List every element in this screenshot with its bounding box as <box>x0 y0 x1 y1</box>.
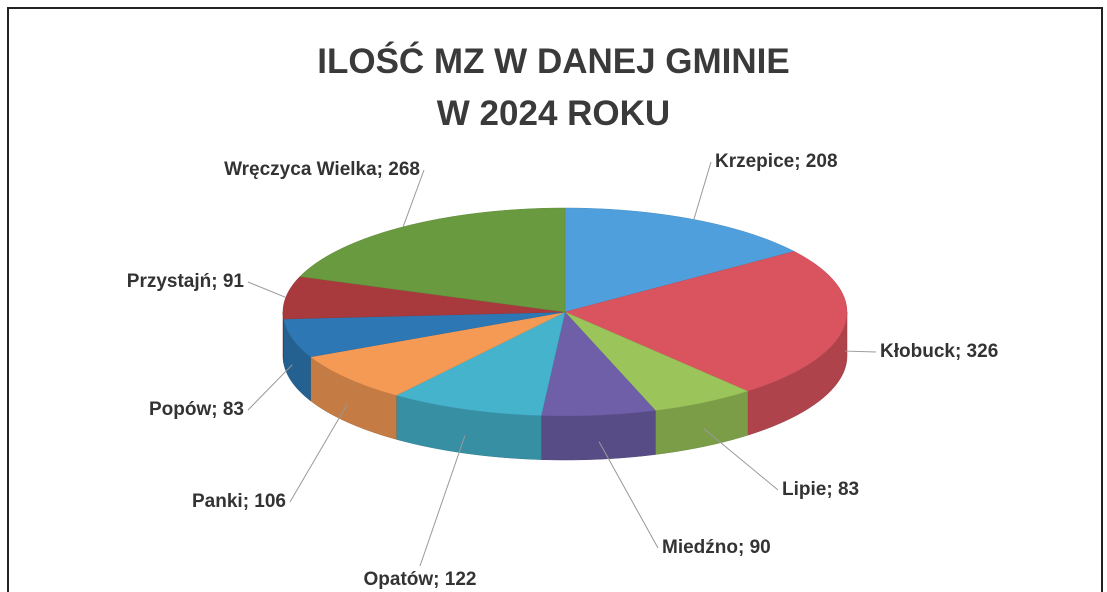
leader-line <box>289 404 348 503</box>
data-label: Popów; 83 <box>149 399 244 420</box>
slice <box>564 251 848 392</box>
data-label: Panki; 106 <box>192 491 286 512</box>
leader-line <box>844 350 877 353</box>
leader-line <box>703 428 779 491</box>
slice <box>540 311 656 417</box>
data-label: Wręczyca Wielka; 268 <box>224 159 420 180</box>
data-label: Lipie; 83 <box>782 479 859 500</box>
data-label: Przystajń; 91 <box>127 271 245 292</box>
leader-line <box>419 435 466 567</box>
slice <box>309 311 566 396</box>
slice <box>395 311 566 416</box>
frame <box>7 7 1103 592</box>
data-label: Opatów; 122 <box>364 569 477 590</box>
data-label: Kłobuck; 326 <box>880 341 998 362</box>
leader-line <box>693 161 712 220</box>
slice-side <box>540 410 656 461</box>
slice <box>564 311 749 411</box>
leader-line <box>598 441 659 549</box>
leader-line <box>402 169 425 228</box>
leader-line <box>247 364 293 411</box>
data-label: Krzepice; 208 <box>715 151 838 172</box>
chart-title: ILOŚĆ MZ W DANEJ GMINIE W 2024 ROKU <box>317 42 790 133</box>
slice <box>283 311 566 358</box>
leader-line <box>247 281 286 298</box>
data-label: Miedźno; 90 <box>662 537 771 558</box>
